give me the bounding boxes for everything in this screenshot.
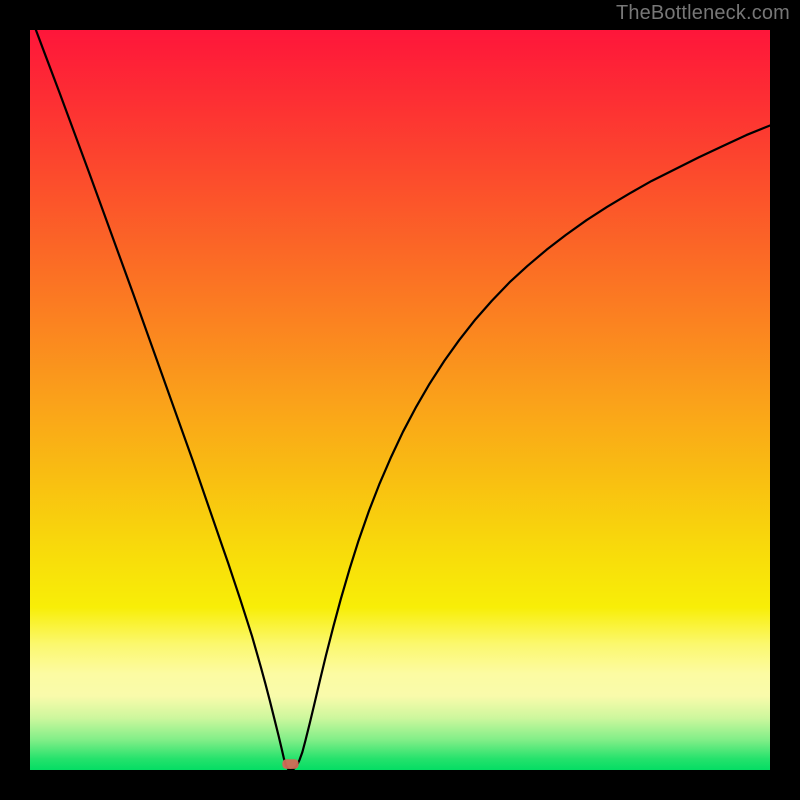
gradient-background xyxy=(30,30,770,770)
chart-container: TheBottleneck.com xyxy=(0,0,800,800)
watermark-text: TheBottleneck.com xyxy=(616,2,790,25)
optimum-marker xyxy=(282,759,298,769)
chart-svg xyxy=(30,30,770,770)
plot-area xyxy=(30,30,770,770)
